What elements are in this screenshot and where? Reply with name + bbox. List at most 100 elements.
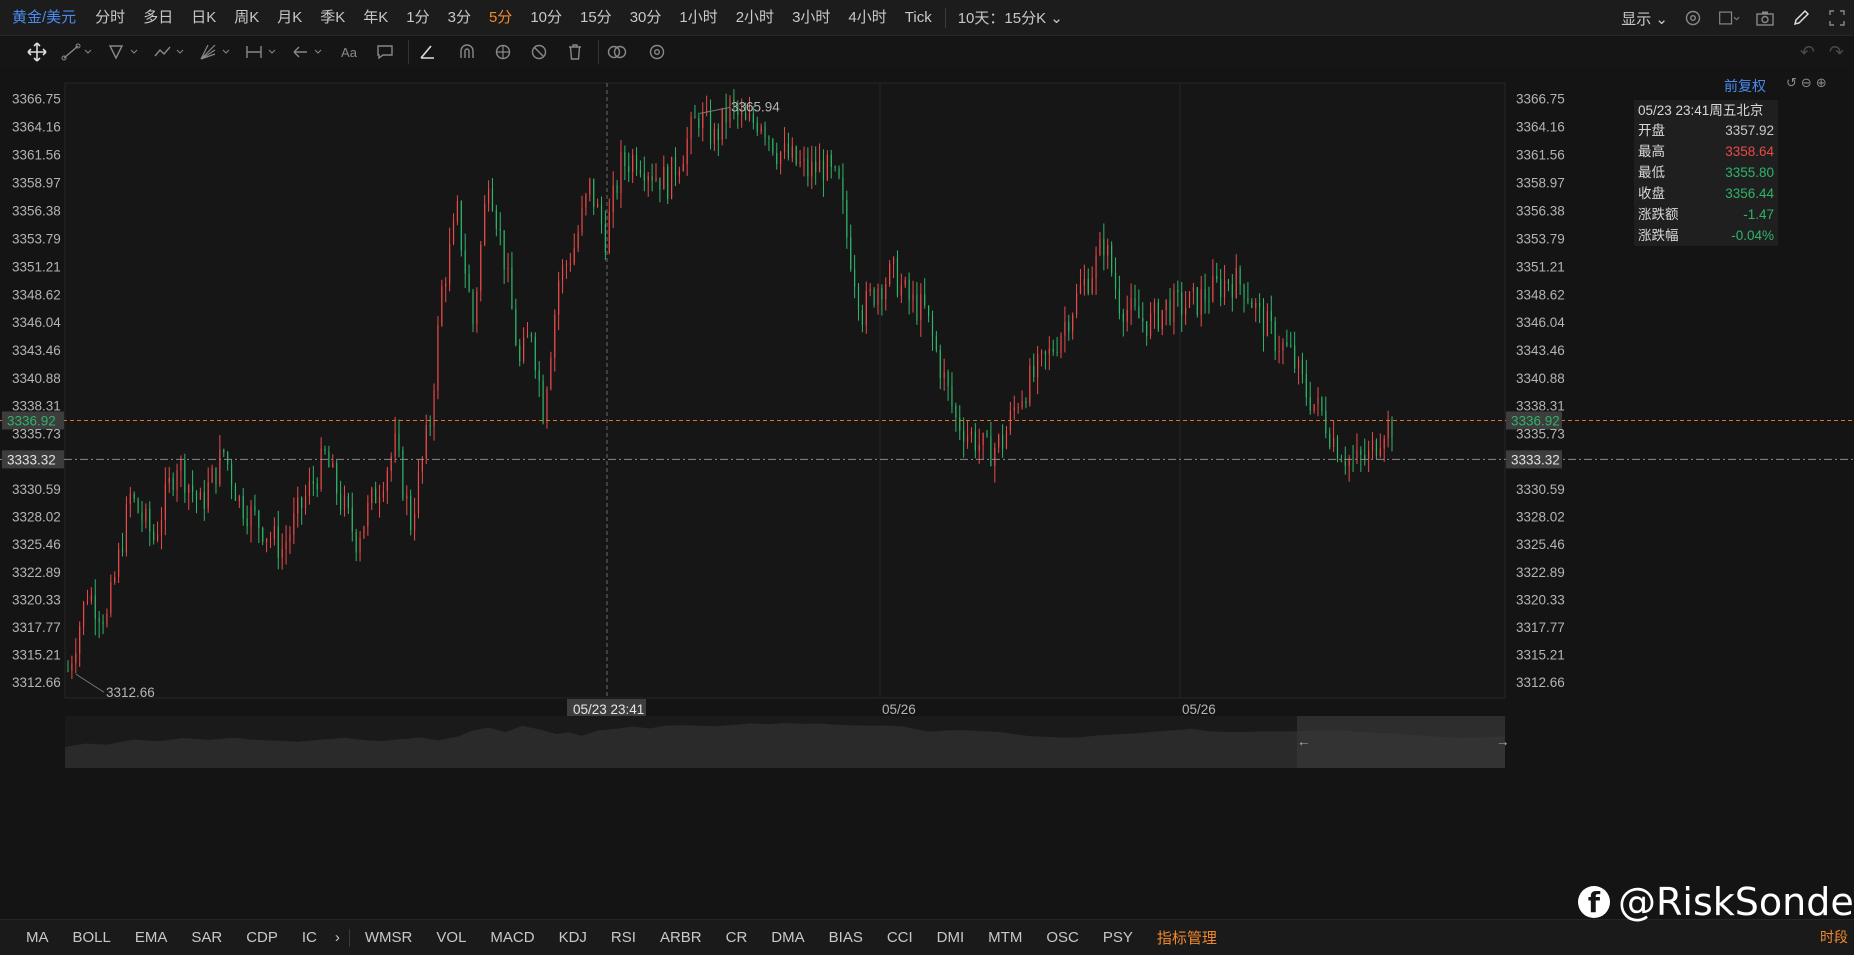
candle-body — [285, 541, 287, 550]
text-tool-icon[interactable]: Aa — [341, 44, 357, 60]
period-13[interactable]: 1小时 — [679, 8, 718, 26]
candle-body — [850, 237, 852, 270]
sub-indicator-bias[interactable]: BIAS — [828, 929, 863, 946]
indicator-ma[interactable]: MA — [26, 929, 49, 946]
period-10[interactable]: 10分 — [530, 8, 562, 26]
sub-indicator-macd[interactable]: MACD — [490, 929, 535, 946]
chevron-right-icon[interactable]: › — [334, 929, 340, 946]
display-dropdown[interactable]: 显示 ⌄ — [1621, 10, 1668, 28]
trend-line-icon[interactable] — [60, 40, 96, 64]
period-5[interactable]: 季K — [320, 8, 346, 26]
wave-icon[interactable] — [152, 40, 188, 64]
time-session-button[interactable]: 时段 — [1820, 929, 1848, 945]
candle-body — [1044, 351, 1047, 355]
magnet-icon[interactable] — [454, 40, 480, 64]
candle-body — [1075, 292, 1078, 315]
candlestick-chart[interactable]: 3336.92 3336.92 3333.32 3333.32 3365.94 3312.… — [0, 68, 1854, 918]
reset-icon[interactable]: ↺ — [1786, 75, 1797, 90]
zoom-out-icon[interactable]: ⊖ — [1800, 75, 1812, 90]
period-4[interactable]: 月K — [277, 8, 303, 26]
crosshair-time-label: 05/23 23:41 — [573, 702, 644, 717]
candle-body — [600, 204, 603, 225]
camera-icon[interactable] — [1754, 7, 1776, 29]
candle-body — [1223, 280, 1226, 297]
candle-body — [604, 224, 606, 253]
sub-indicator-rsi[interactable]: RSI — [610, 929, 636, 946]
undo-icon[interactable]: ↶ — [1799, 41, 1815, 62]
candle-body — [1368, 450, 1370, 460]
indicator-ema[interactable]: EMA — [134, 929, 168, 946]
y-tick-label-left: 3361.56 — [12, 148, 61, 163]
candle-body — [1383, 438, 1385, 449]
indicator-boll[interactable]: BOLL — [72, 929, 111, 946]
measure-icon[interactable] — [244, 40, 280, 64]
period-17[interactable]: Tick — [904, 8, 932, 26]
candle-body — [791, 146, 793, 158]
zoom-in-icon[interactable]: ⊕ — [1815, 75, 1827, 90]
period-8[interactable]: 3分 — [447, 8, 471, 26]
candle-body — [203, 492, 205, 509]
period-9[interactable]: 5分 — [488, 8, 513, 26]
candle-body — [266, 538, 268, 542]
display-label: 显示 — [1621, 10, 1652, 28]
sub-indicator-arbr[interactable]: ARBR — [659, 929, 702, 946]
price-adjust-toggle[interactable]: 前复权 — [1724, 78, 1766, 94]
sub-indicator-osc[interactable]: OSC — [1046, 929, 1079, 946]
redo-icon[interactable]: ↷ — [1828, 41, 1844, 62]
draw-style-icon[interactable] — [408, 40, 444, 64]
symbol-selector[interactable]: 黄金/美元 — [12, 8, 77, 26]
y-tick-label-left: 3325.46 — [12, 537, 61, 552]
indicator-manager-button[interactable]: 指标管理 — [1156, 930, 1217, 947]
period-12[interactable]: 30分 — [629, 8, 662, 26]
arrow-icon[interactable] — [290, 40, 326, 64]
period-11[interactable]: 15分 — [580, 8, 612, 26]
sub-indicator-dmi[interactable]: DMI — [936, 929, 965, 946]
indicator-sar[interactable]: SAR — [191, 929, 223, 946]
y-tick-label-left: 3328.02 — [12, 510, 61, 525]
candle-body — [480, 244, 482, 292]
period-6[interactable]: 年K — [363, 8, 389, 26]
candle-body — [558, 280, 560, 315]
sub-indicator-psy[interactable]: PSY — [1102, 929, 1133, 946]
indicator-ic[interactable]: IC — [301, 929, 317, 946]
comment-icon[interactable] — [372, 40, 398, 64]
sub-indicator-mtm[interactable]: MTM — [988, 929, 1023, 946]
overlay-icon[interactable] — [598, 40, 634, 64]
fibonacci-icon[interactable] — [198, 40, 234, 64]
layout-icon[interactable] — [1718, 7, 1740, 29]
channel-icon[interactable] — [106, 40, 142, 64]
settings-gear-icon[interactable] — [1682, 7, 1704, 29]
period-1[interactable]: 多日 — [143, 8, 174, 26]
period-16[interactable]: 4小时 — [848, 8, 887, 26]
candle-body — [577, 232, 579, 249]
trash-icon[interactable] — [562, 40, 588, 64]
sub-indicator-dma[interactable]: DMA — [771, 929, 805, 946]
pen-icon[interactable] — [1790, 7, 1812, 29]
period-15[interactable]: 3小时 — [792, 8, 831, 26]
move-cross-icon[interactable] — [24, 40, 50, 64]
candle-body — [670, 156, 673, 199]
sub-indicator-cr[interactable]: CR — [725, 929, 748, 946]
sub-indicator-kdj[interactable]: KDJ — [558, 929, 587, 946]
period-0[interactable]: 分时 — [95, 8, 126, 26]
fullscreen-icon[interactable] — [1826, 7, 1848, 29]
candle-body — [752, 114, 754, 123]
indicator-cdp[interactable]: CDP — [246, 929, 278, 946]
lock-drawing-icon[interactable] — [490, 40, 516, 64]
watermark-handle: @RiskSonder — [1618, 880, 1854, 924]
draw-settings-icon[interactable] — [644, 40, 670, 64]
candle-body — [628, 166, 630, 173]
period-14[interactable]: 2小时 — [735, 8, 775, 26]
candle-body — [1037, 354, 1039, 378]
candle-body — [744, 112, 747, 120]
y-tick-label-right: 3312.66 — [1516, 675, 1565, 690]
period-7[interactable]: 1分 — [406, 8, 430, 26]
sub-indicator-vol[interactable]: VOL — [436, 929, 467, 946]
hide-drawing-icon[interactable] — [526, 40, 552, 64]
sub-indicator-wmsr[interactable]: WMSR — [364, 929, 413, 946]
candle-body — [1099, 239, 1101, 256]
range-selector[interactable]: 10天：15分K ⌄ — [950, 7, 1071, 28]
period-2[interactable]: 日K — [191, 8, 217, 26]
period-3[interactable]: 周K — [234, 8, 260, 26]
sub-indicator-cci[interactable]: CCI — [886, 929, 913, 946]
